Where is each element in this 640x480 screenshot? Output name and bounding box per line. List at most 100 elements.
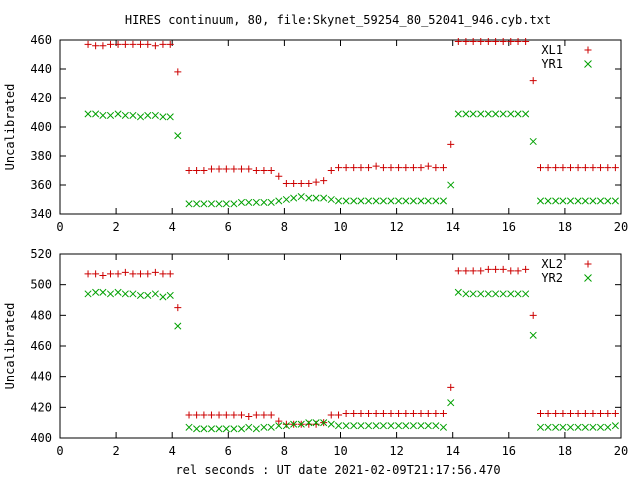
data-point-xl2 [245, 413, 253, 421]
data-point-xl1 [252, 167, 260, 174]
data-point-yr1 [589, 197, 597, 205]
data-point-yr1 [499, 110, 507, 118]
data-point-xl1 [469, 37, 477, 45]
x-tick-label: 18 [558, 444, 572, 458]
data-point-xl2 [447, 383, 455, 391]
x-tick-label: 4 [169, 444, 176, 458]
data-point-yr2 [305, 419, 313, 427]
data-point-xl2 [365, 409, 373, 417]
data-point-yr1 [454, 110, 462, 118]
data-point-xl1 [567, 164, 575, 172]
data-point-xl2 [312, 420, 320, 428]
data-point-yr2 [129, 290, 137, 298]
data-point-yr1 [559, 197, 567, 205]
data-point-xl2 [121, 268, 129, 276]
data-point-yr2 [604, 423, 612, 431]
data-point-xl1 [327, 167, 335, 174]
data-point-xl1 [424, 162, 432, 170]
data-point-yr2 [92, 288, 100, 296]
data-point-yr2 [290, 420, 298, 428]
data-point-yr1 [84, 110, 92, 118]
data-point-xl1 [230, 165, 238, 173]
data-point-xl1 [245, 165, 253, 173]
data-point-yr1 [544, 197, 552, 205]
data-point-xl1 [342, 164, 350, 172]
data-point-yr1 [237, 198, 246, 206]
data-point-yr2 [260, 423, 268, 431]
data-point-xl2 [305, 420, 313, 428]
data-point-yr2 [245, 423, 253, 431]
data-point-xl2 [327, 411, 335, 419]
data-point-xl1 [312, 178, 320, 186]
data-point-yr2 [596, 423, 605, 431]
data-point-yr2 [581, 423, 589, 431]
data-point-yr1 [522, 110, 530, 118]
data-point-yr1 [207, 200, 216, 208]
data-point-yr1 [282, 195, 290, 204]
x-tick-label: 20 [614, 220, 628, 234]
data-point-yr1 [121, 111, 129, 119]
data-point-xl1 [536, 164, 544, 172]
data-point-yr2 [424, 422, 432, 430]
data-point-xl1 [267, 167, 275, 174]
x-tick-label: 0 [56, 220, 63, 234]
x-tick-label: 2 [112, 220, 119, 234]
data-point-yr1 [215, 200, 223, 208]
data-point-xl2 [129, 270, 137, 278]
data-point-yr1 [136, 113, 145, 121]
data-point-yr1 [159, 113, 167, 121]
data-point-yr1 [320, 194, 328, 202]
data-point-yr2 [409, 422, 417, 430]
data-point-yr1 [230, 200, 238, 208]
data-point-xl1 [106, 40, 114, 48]
data-point-yr2 [536, 423, 545, 431]
data-point-yr1 [395, 197, 403, 205]
data-point-xl2 [137, 270, 145, 278]
data-point-yr2 [193, 425, 201, 433]
data-point-yr1 [402, 197, 410, 205]
data-point-yr2 [252, 425, 260, 433]
data-point-xl2 [484, 265, 492, 273]
x-tick-label: 2 [112, 444, 119, 458]
data-point-yr2 [267, 423, 275, 431]
data-point-xl1 [379, 164, 387, 172]
data-point-yr1 [99, 111, 107, 119]
data-point-xl2 [174, 304, 182, 312]
data-point-yr2 [185, 423, 193, 431]
data-point-xl2 [200, 411, 208, 419]
data-point-yr2 [312, 419, 320, 427]
data-point-xl1 [589, 164, 597, 172]
data-point-yr1 [552, 197, 560, 205]
data-point-xl1 [387, 164, 395, 172]
data-point-xl2 [275, 417, 283, 425]
data-point-yr2 [559, 423, 567, 431]
data-point-xl1 [260, 167, 268, 174]
data-point-xl2 [144, 270, 152, 278]
data-point-yr1 [379, 197, 387, 205]
data-point-yr1 [364, 197, 373, 205]
data-point-yr2 [350, 422, 358, 430]
data-point-yr1 [529, 137, 537, 146]
data-point-xl2 [611, 409, 619, 417]
data-point-xl2 [193, 411, 201, 419]
data-point-yr1 [492, 110, 500, 118]
data-point-yr2 [552, 423, 560, 431]
data-point-yr2 [395, 422, 403, 430]
y-axis-label: Uncalibrated [3, 303, 17, 390]
data-point-yr2 [222, 425, 230, 433]
data-point-yr2 [499, 290, 507, 298]
data-point-xl1 [121, 40, 129, 48]
data-point-yr1 [92, 110, 100, 118]
data-point-yr1 [144, 111, 152, 119]
data-point-yr2 [492, 290, 500, 298]
data-point-yr1 [357, 197, 365, 205]
data-point-yr2 [215, 425, 223, 433]
data-point-yr2 [144, 291, 152, 299]
data-point-xl1 [372, 162, 380, 170]
x-tick-label: 6 [225, 220, 232, 234]
data-point-xl2 [597, 409, 605, 417]
legend-label-xl2: XL2 [541, 257, 563, 271]
data-point-xl1 [417, 164, 425, 172]
data-point-yr1 [417, 197, 425, 205]
data-point-xl1 [522, 37, 530, 45]
